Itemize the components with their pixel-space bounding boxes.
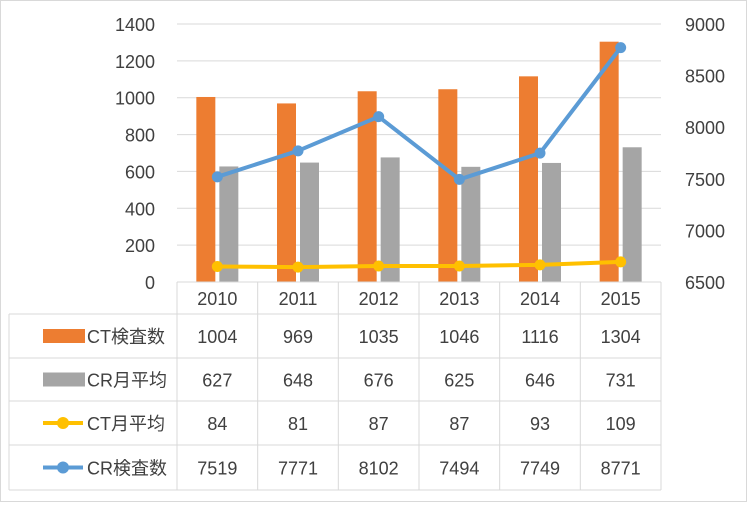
legend-key-marker [57,417,69,429]
bar-cr-monthly-avg [219,166,239,282]
left-tick-label: 800 [125,126,155,146]
category-label: 2014 [520,289,560,309]
data-label: 7494 [439,459,479,479]
legend-key-ct-count [43,329,85,343]
line-cr-count [216,46,623,182]
left-tick-label: 1400 [115,15,155,35]
bar-ct-count [357,91,377,282]
data-label: 648 [283,371,313,391]
gridlines [177,23,661,283]
data-label: 1004 [197,327,237,347]
data-label: 1046 [439,327,479,347]
left-tick-label: 200 [125,236,155,256]
data-label: 81 [288,414,308,434]
bar-ct-count [599,41,619,282]
right-tick-label: 9000 [685,15,725,35]
category-label: 2012 [359,289,399,309]
data-label: 87 [449,414,469,434]
right-tick-label: 8000 [685,118,725,138]
point-ct-monthly-avg [615,256,627,268]
right-tick-label: 7000 [685,221,725,241]
point-cr-count [615,42,627,54]
data-label: 646 [525,371,555,391]
data-label: 7519 [197,459,237,479]
left-tick-label: 1000 [115,89,155,109]
point-cr-count [292,145,304,157]
data-label: 1035 [359,327,399,347]
point-ct-monthly-avg [453,260,465,272]
left-tick-label: 1200 [115,52,155,72]
data-label: 1116 [521,327,558,347]
data-label: 84 [207,414,227,434]
legend-key-cr-monthly-avg [43,372,85,387]
category-label: 2015 [601,289,641,309]
left-axis: 0 200 400 600 800 1000 1200 1400 [115,15,155,293]
point-cr-count [453,173,465,185]
bar-cr-monthly-avg [461,166,481,282]
data-label: 8102 [359,459,399,479]
point-ct-monthly-avg [373,260,385,272]
point-cr-count [534,147,546,159]
line-series [211,42,627,273]
bar-cr-monthly-avg [622,147,642,282]
data-label: 676 [364,371,394,391]
point-ct-monthly-avg [534,259,546,271]
data-label: 969 [283,327,313,347]
data-table: 2010 2011 2012 2013 2014 2015 CT検査数 1004 969 1035… [8,281,662,491]
data-label: 7771 [278,459,318,479]
right-tick-label: 8500 [685,67,725,87]
point-ct-monthly-avg [292,261,304,273]
bar-ct-count [196,96,216,282]
left-tick-label: 0 [145,273,155,293]
data-label: 93 [530,414,550,434]
line-ct-monthly-avg [217,259,621,270]
bar-cr-monthly-avg [300,162,319,282]
right-axis: 6500 7000 7500 8000 8500 9000 [685,15,725,293]
bar-series [196,41,642,282]
series-name: CT検査数 [87,327,165,347]
point-cr-count [373,111,385,123]
data-label: 7749 [520,459,560,479]
bar-ct-count [438,89,458,282]
data-label: 87 [369,414,389,434]
category-label: 2010 [197,289,237,309]
category-label: 2011 [279,289,318,309]
data-label: 1304 [601,327,641,347]
legend-key-marker [57,461,69,474]
data-label: 731 [606,371,636,391]
bar-cr-monthly-avg [542,162,561,282]
right-tick-label: 6500 [685,273,725,293]
left-tick-label: 400 [125,199,155,219]
bar-ct-count [277,103,296,282]
series-name: CR月平均 [87,371,167,391]
data-label: 625 [444,371,474,391]
data-label: 109 [606,414,636,434]
left-tick-label: 600 [125,162,155,182]
series-name: CT月平均 [87,414,165,434]
bar-ct-count [519,76,538,282]
point-cr-count [211,171,223,183]
category-label: 2013 [439,289,479,309]
right-tick-label: 7500 [685,170,725,190]
data-label: 8771 [601,459,641,479]
series-name: CR検査数 [87,459,167,479]
data-label: 627 [202,371,232,391]
bar-cr-monthly-avg [380,157,400,282]
point-ct-monthly-avg [211,261,223,273]
